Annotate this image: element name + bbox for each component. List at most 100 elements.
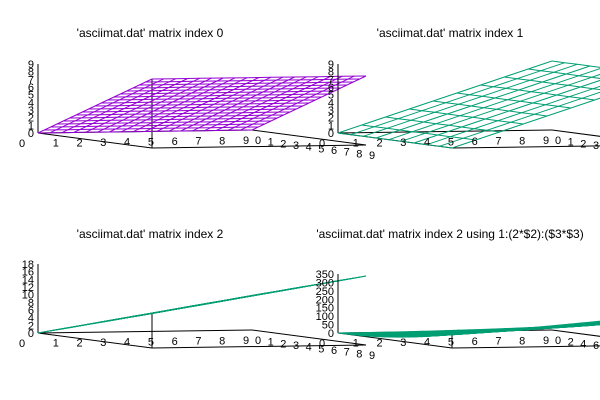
y-tick-label: 2 <box>280 338 286 350</box>
z-tick-label: 2 <box>28 113 34 125</box>
mesh-line <box>350 62 565 136</box>
x-tick-label: 4 <box>424 337 430 349</box>
z-tick-label: 200 <box>316 294 334 306</box>
y-tick-label: 2 <box>280 138 286 150</box>
surface-plot-1: 'asciimat.dat' matrix index 101234567890… <box>319 26 600 152</box>
x-tick-label: 7 <box>195 336 201 348</box>
mesh-line <box>426 85 600 146</box>
mesh-line <box>337 132 453 149</box>
z-tick-label: 1 <box>328 120 334 132</box>
x-tick-label: 3 <box>100 337 106 349</box>
z-tick-label: 100 <box>316 311 334 323</box>
y-tick-label: 5 <box>318 143 324 155</box>
mesh-line <box>126 87 341 92</box>
x-tick-label: 0 <box>319 138 325 150</box>
mesh-line <box>409 108 524 125</box>
mesh-line <box>239 75 355 131</box>
back-edge <box>451 145 600 149</box>
mesh-line <box>227 75 343 131</box>
z-tick-label: 3 <box>28 105 34 117</box>
y-tick-label: 0 <box>255 335 261 347</box>
y-tick-label: 6 <box>331 145 337 157</box>
x-tick-label: 5 <box>448 136 454 148</box>
mesh-line <box>439 91 600 147</box>
x-tick-label: 9 <box>543 335 549 347</box>
z-tick-label: 5 <box>28 90 34 102</box>
x-tick-label: 0 <box>19 138 25 150</box>
x-tick-label: 5 <box>148 336 154 348</box>
z-tick-label: 350 <box>316 269 334 281</box>
x-tick-label: 2 <box>76 337 82 349</box>
x-tick-label: 9 <box>243 335 249 347</box>
z-tick-label: 18 <box>22 259 34 271</box>
y-tick-label: 6 <box>593 340 599 352</box>
y-tick-label: 1 <box>268 337 274 349</box>
x-tick-label: 9 <box>543 135 549 147</box>
plot-title: 'asciimat.dat' matrix index 2 using 1:(2… <box>316 227 583 241</box>
y-tick-label: 3 <box>293 340 299 352</box>
z-tick-label: 7 <box>28 74 34 86</box>
z-tick-label: 8 <box>28 67 34 79</box>
mesh-line <box>388 68 600 141</box>
y-tick-label: 4 <box>306 142 312 154</box>
x-tick-label: 3 <box>400 337 406 349</box>
y-tick-label: 0 <box>555 335 561 347</box>
mesh-line <box>375 65 591 139</box>
x-tick-label: 1 <box>353 138 359 150</box>
x-tick-label: 1 <box>353 338 359 350</box>
mesh-line <box>361 124 476 141</box>
mesh-line <box>413 79 600 144</box>
y-tick-label: 2 <box>568 337 574 349</box>
plot-title: 'asciimat.dat' matrix index 0 <box>77 26 224 40</box>
z-tick-label: 9 <box>28 59 34 71</box>
y-tick-label: 0 <box>255 135 261 147</box>
x-tick-label: 4 <box>124 137 130 149</box>
y-tick-label: 8 <box>356 348 362 360</box>
x-tick-label: 1 <box>53 138 59 150</box>
y-tick-label: 9 <box>369 150 375 162</box>
y-tick-label: 7 <box>344 347 350 359</box>
surface-mesh <box>37 75 367 134</box>
back-edge <box>251 329 367 346</box>
z-tick-label: 9 <box>328 59 334 71</box>
mesh-line <box>132 84 348 89</box>
mesh-line <box>216 76 331 131</box>
x-tick-label: 6 <box>172 136 178 148</box>
z-tick-label: 8 <box>28 297 34 309</box>
x-tick-label: 9 <box>243 135 249 147</box>
z-tick-label: 3 <box>328 105 334 117</box>
back-edge <box>151 344 367 349</box>
mesh-line <box>145 78 360 83</box>
z-tick-label: 1 <box>28 120 34 132</box>
surface-mesh <box>337 60 600 149</box>
z-tick-label: 14 <box>22 274 34 286</box>
x-tick-label: 4 <box>424 137 430 149</box>
z-tick-label: 8 <box>328 67 334 79</box>
y-tick-label: 9 <box>369 350 375 362</box>
mesh-line <box>480 84 595 101</box>
z-tick-label: 4 <box>328 97 334 109</box>
x-tick-label: 0 <box>19 338 25 350</box>
x-tick-label: 6 <box>472 136 478 148</box>
z-tick-label: 6 <box>28 82 34 94</box>
z-tick-label: 16 <box>22 267 34 279</box>
mesh-line <box>528 68 600 79</box>
x-tick-label: 7 <box>495 136 501 148</box>
mesh-line <box>456 92 571 109</box>
x-tick-label: 8 <box>519 335 525 347</box>
mesh-line <box>337 60 553 134</box>
x-tick-label: 8 <box>219 335 225 347</box>
z-tick-label: 50 <box>322 320 334 332</box>
z-tick-label: 5 <box>328 90 334 102</box>
z-tick-label: 0 <box>28 328 34 340</box>
z-tick-label: 4 <box>28 313 34 325</box>
x-tick-label: 7 <box>495 336 501 348</box>
y-axis-line <box>37 329 253 334</box>
mesh-line <box>401 73 600 142</box>
y-tick-label: 7 <box>344 147 350 159</box>
y-tick-label: 0 <box>555 135 561 147</box>
x-tick-label: 1 <box>53 338 59 350</box>
x-tick-label: 6 <box>172 336 178 348</box>
x-tick-label: 2 <box>76 137 82 149</box>
